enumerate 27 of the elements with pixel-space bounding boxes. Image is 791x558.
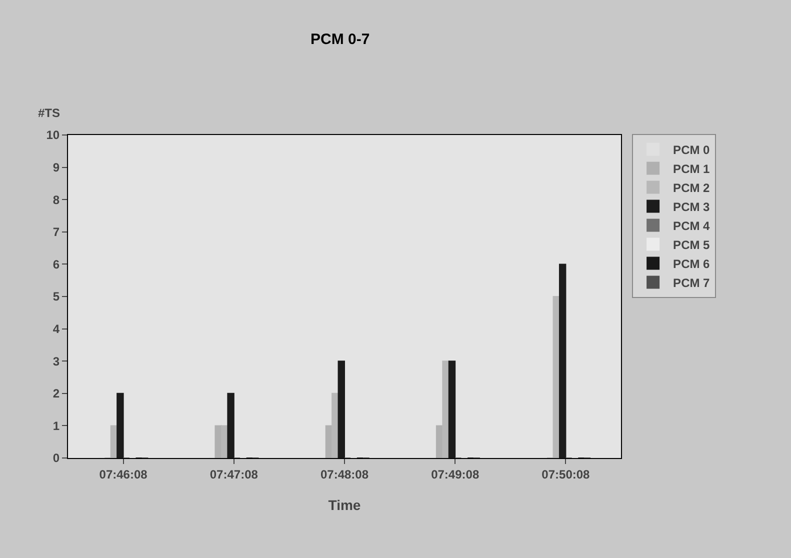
- y-tick-label: 5: [52, 290, 60, 304]
- x-tick-label: 07:48:08: [320, 467, 369, 482]
- y-tick-label: 4: [52, 322, 60, 336]
- x-tick-label: 07:49:08: [431, 467, 480, 482]
- y-tick-label: 2: [52, 386, 60, 401]
- y-tick-label: 7: [52, 225, 60, 240]
- y-tick-label: 10: [46, 128, 60, 142]
- y-tick-label: 3: [52, 354, 60, 368]
- y-tick-label: 0: [52, 451, 60, 466]
- y-tick-label: 9: [52, 160, 60, 174]
- legend-label: PCM 1: [673, 162, 710, 176]
- legend-label: PCM 5: [673, 238, 710, 252]
- legend-label: PCM 7: [673, 276, 710, 290]
- legend-label: PCM 4: [673, 218, 710, 233]
- y-tick-label: 1: [52, 418, 60, 433]
- legend-label: PCM 2: [673, 180, 710, 195]
- y-tick-label: 8: [52, 192, 60, 207]
- x-tick-label: 07:46:08: [99, 467, 148, 482]
- y-tick-label: 6: [52, 257, 60, 272]
- x-tick-label: 07:50:08: [542, 467, 590, 482]
- legend-label: PCM 3: [673, 200, 710, 214]
- x-axis-title: Time: [328, 497, 361, 513]
- chart-title: PCM 0-7: [310, 30, 370, 48]
- y-axis-title: #TS: [38, 106, 60, 120]
- legend-label: PCM 0: [673, 142, 710, 157]
- legend-label: PCM 6: [673, 256, 710, 271]
- x-tick-label: 07:47:08: [210, 467, 258, 482]
